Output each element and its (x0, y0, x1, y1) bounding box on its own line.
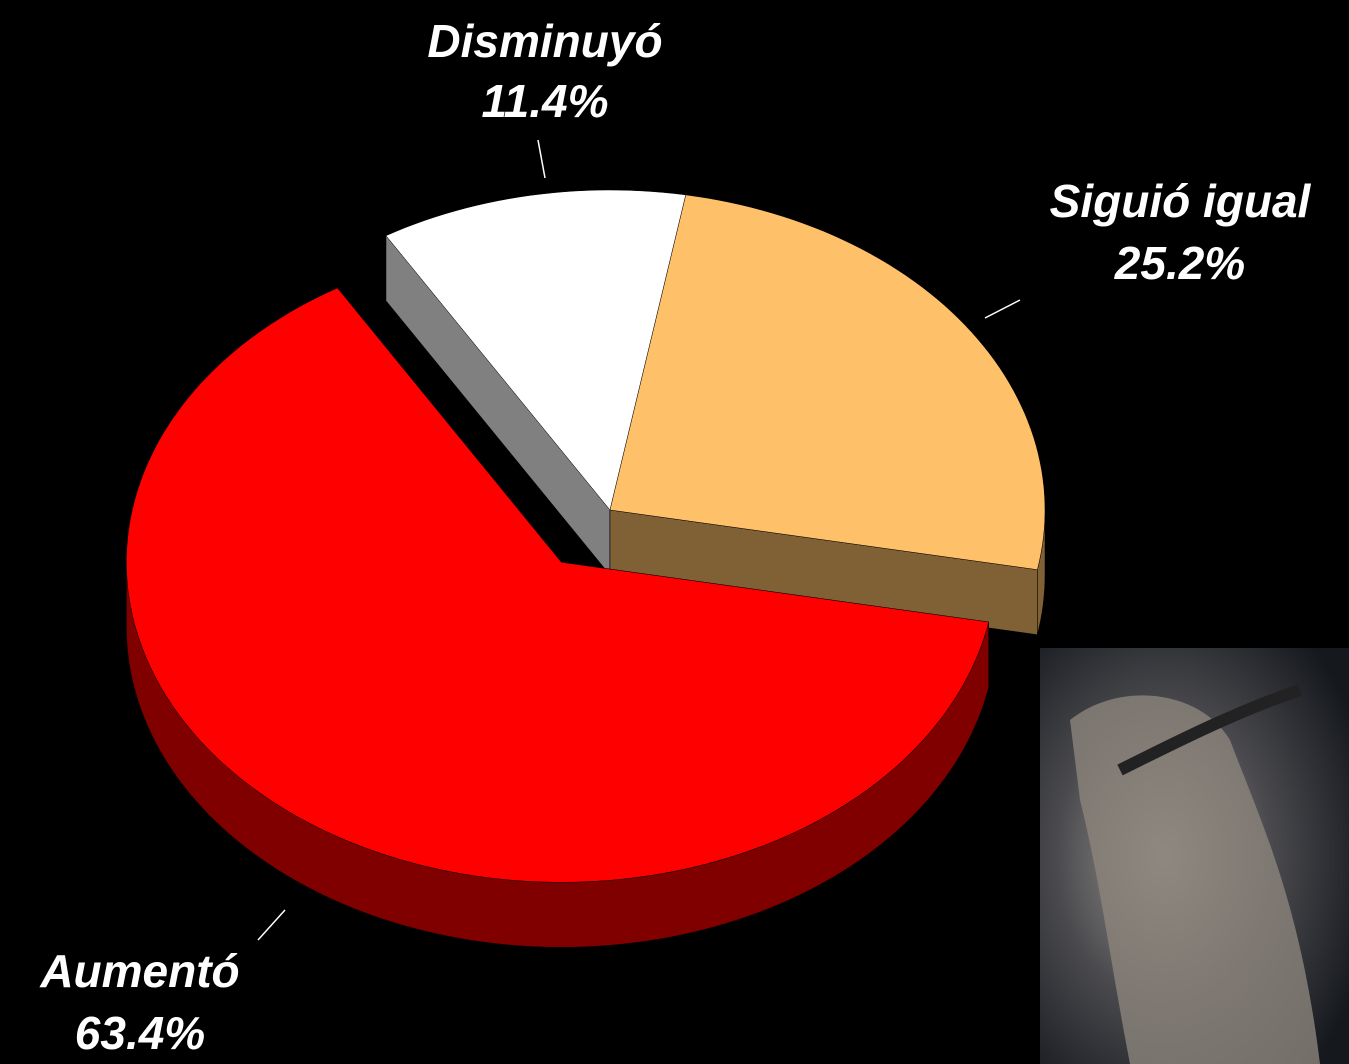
pie (126, 189, 1046, 948)
slice (609, 194, 1046, 570)
slice-label: Disminuyó (427, 15, 662, 67)
photo (1040, 648, 1349, 1064)
leader-lines (257, 139, 1021, 941)
slice-label: Siguió igual (1050, 175, 1312, 227)
slice (385, 189, 687, 511)
value-label: 63.4% (75, 1007, 205, 1059)
value-label: 25.2% (1114, 237, 1245, 289)
value-label: 11.4% (481, 75, 608, 127)
slice (126, 287, 990, 883)
slice-label: Aumentó (39, 945, 239, 997)
